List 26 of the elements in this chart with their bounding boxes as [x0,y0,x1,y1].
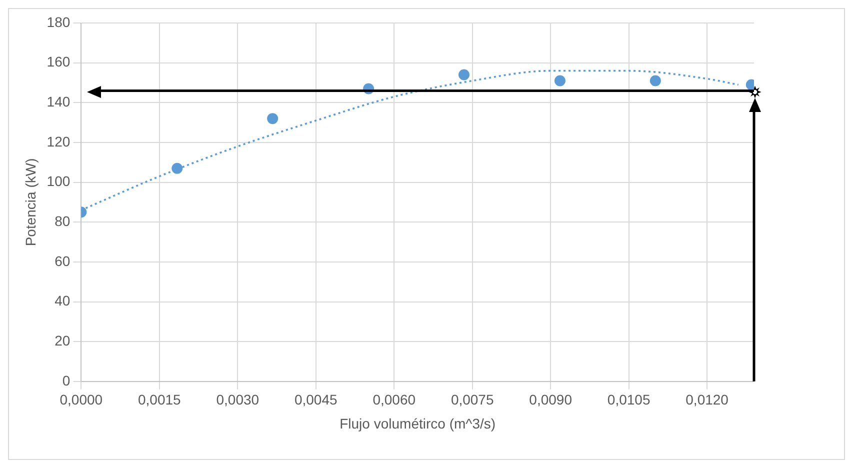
x-tick-label: 0,0060 [372,392,416,408]
y-tick-label: 80 [54,212,70,229]
y-tick-label: 20 [54,332,70,348]
y-tick-label: 160 [46,54,70,70]
y-axis-title: Potencia (kW) [22,158,38,246]
y-tick-label: 0 [62,372,70,388]
point [554,75,566,86]
point [267,113,278,124]
x-tick-label: 0,0120 [686,392,729,408]
x-tick-label: 0,0000 [60,392,103,408]
y-tick-label: 120 [46,133,70,150]
point [458,69,470,80]
x-tick-label: 0,0015 [138,392,182,408]
x-tick-label: 0,0090 [529,392,572,408]
x-tick-label: 0,0030 [216,392,260,408]
x-axis-title: Flujo volumétirco (m^3/s) [340,415,496,432]
point [650,75,661,86]
x-tick-label: 0,0105 [607,392,650,408]
y-tick-label: 40 [54,292,70,309]
x-tick-label: 0,0075 [450,392,494,408]
point [172,162,183,174]
y-tick-label: 180 [46,14,70,30]
y-tick-label: 140 [46,94,70,110]
y-tick-label: 100 [46,173,70,190]
y-tick-label: 60 [54,252,70,269]
x-tick-label: 0,0045 [294,392,338,408]
